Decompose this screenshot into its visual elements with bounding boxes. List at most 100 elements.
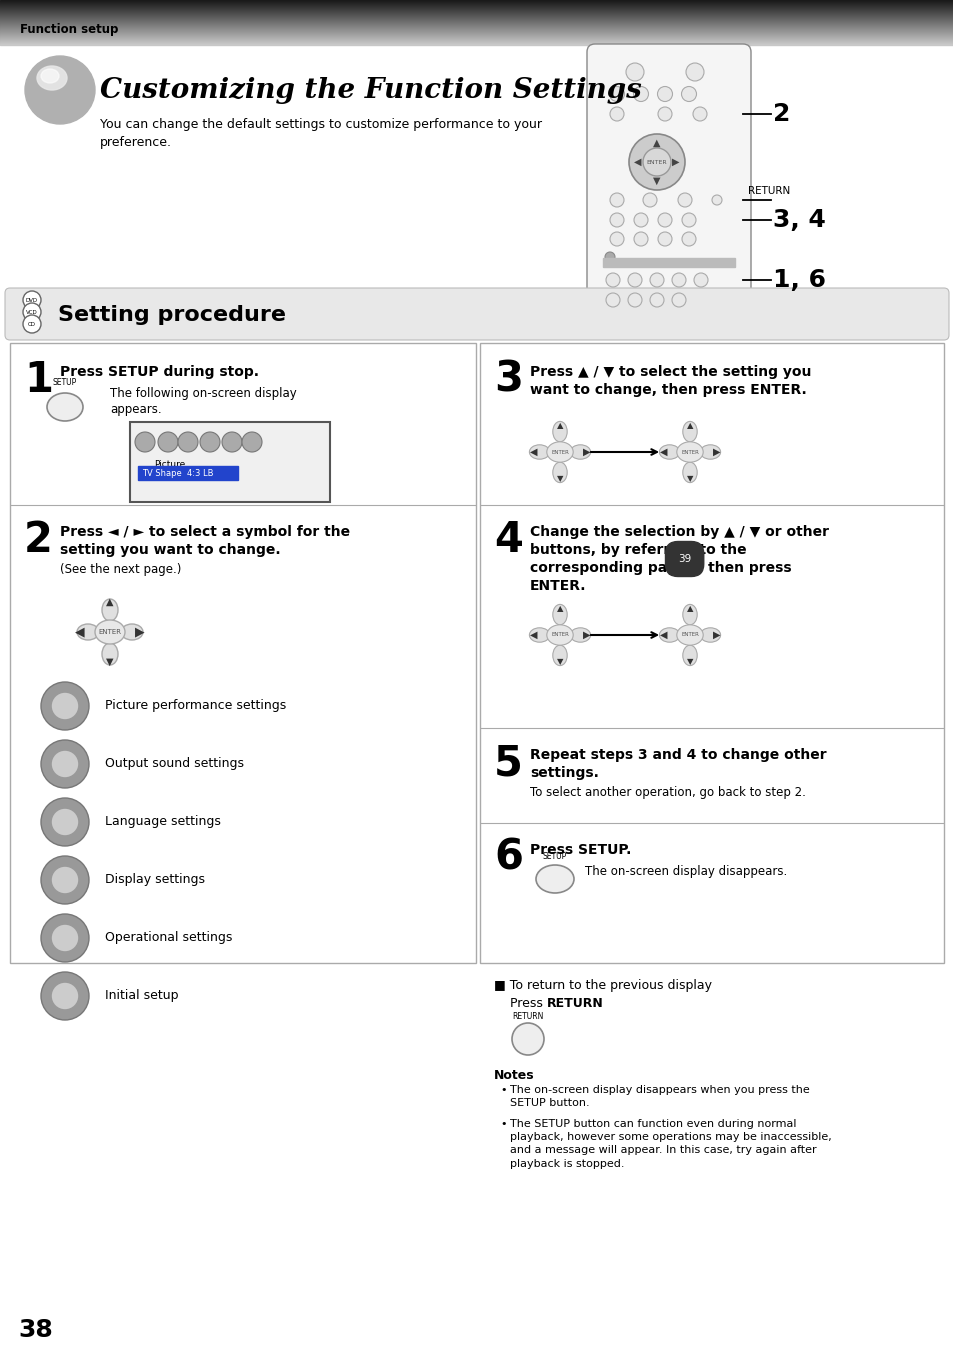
Circle shape: [628, 133, 684, 190]
Text: setting you want to change.: setting you want to change.: [60, 543, 280, 557]
Text: RETURN: RETURN: [546, 998, 603, 1010]
Text: ◀: ◀: [529, 630, 537, 640]
Text: Press ▲ / ▼ to select the setting you: Press ▲ / ▼ to select the setting you: [530, 365, 810, 379]
Circle shape: [627, 293, 641, 307]
Circle shape: [671, 274, 685, 287]
Circle shape: [41, 972, 89, 1020]
Text: corresponding pages: corresponding pages: [530, 561, 699, 576]
Text: 4: 4: [494, 519, 522, 561]
Ellipse shape: [102, 599, 118, 621]
Text: ▼: ▼: [557, 656, 562, 666]
Text: ◀: ◀: [659, 630, 667, 640]
Circle shape: [51, 983, 78, 1010]
Circle shape: [51, 693, 78, 720]
Circle shape: [627, 274, 641, 287]
Text: ▶: ▶: [712, 448, 720, 457]
Ellipse shape: [102, 643, 118, 665]
Text: RETURN: RETURN: [747, 186, 789, 195]
Circle shape: [41, 856, 89, 905]
Text: 1, 6: 1, 6: [772, 268, 825, 293]
Circle shape: [222, 431, 242, 452]
Ellipse shape: [659, 445, 679, 460]
Circle shape: [41, 914, 89, 962]
Circle shape: [41, 740, 89, 789]
Ellipse shape: [552, 422, 567, 442]
Circle shape: [604, 252, 615, 262]
Bar: [130, 422, 330, 501]
Text: The following on-screen display: The following on-screen display: [110, 387, 296, 400]
Circle shape: [605, 293, 619, 307]
Text: buttons, by referring to the: buttons, by referring to the: [530, 543, 746, 557]
Text: The SETUP button can function even during normal
playback, however some operatio: The SETUP button can function even durin…: [510, 1119, 831, 1169]
Ellipse shape: [37, 66, 67, 90]
Bar: [479, 342, 943, 962]
Circle shape: [242, 431, 262, 452]
Circle shape: [642, 193, 657, 208]
Text: 2: 2: [772, 102, 789, 125]
Circle shape: [692, 106, 706, 121]
Circle shape: [649, 274, 663, 287]
Circle shape: [51, 809, 78, 836]
Text: ENTER: ENTER: [680, 632, 699, 638]
Circle shape: [658, 213, 671, 226]
Text: Output sound settings: Output sound settings: [105, 758, 244, 771]
Text: want to change, then press ENTER.: want to change, then press ENTER.: [530, 383, 806, 398]
Ellipse shape: [41, 69, 59, 84]
Text: SETUP: SETUP: [542, 852, 566, 861]
Text: ENTER: ENTER: [551, 449, 568, 454]
Bar: [10, 342, 476, 962]
Text: 6: 6: [494, 837, 522, 879]
Text: 1: 1: [24, 359, 53, 400]
Text: Press SETUP during stop.: Press SETUP during stop.: [60, 365, 258, 379]
Ellipse shape: [682, 422, 697, 442]
Circle shape: [158, 431, 178, 452]
Text: Function setup: Function setup: [20, 23, 118, 36]
Ellipse shape: [536, 865, 574, 892]
Circle shape: [693, 274, 707, 287]
Circle shape: [609, 106, 623, 121]
Circle shape: [51, 925, 78, 952]
Circle shape: [605, 274, 619, 287]
Circle shape: [135, 431, 154, 452]
Text: ENTER: ENTER: [551, 632, 568, 638]
FancyBboxPatch shape: [586, 44, 750, 301]
Text: Repeat steps 3 and 4 to change other: Repeat steps 3 and 4 to change other: [530, 748, 825, 762]
Text: ◀: ◀: [529, 448, 537, 457]
Circle shape: [609, 232, 623, 245]
Text: 38: 38: [18, 1318, 52, 1343]
Text: Press: Press: [510, 998, 546, 1010]
Ellipse shape: [25, 57, 95, 124]
Text: DVD: DVD: [26, 298, 38, 302]
Circle shape: [658, 232, 671, 245]
Ellipse shape: [682, 646, 697, 666]
Text: ▼: ▼: [686, 656, 693, 666]
Ellipse shape: [546, 442, 573, 462]
Text: (See the next page.): (See the next page.): [60, 563, 181, 576]
Ellipse shape: [676, 442, 702, 462]
Circle shape: [657, 86, 672, 101]
Ellipse shape: [700, 628, 720, 642]
Ellipse shape: [47, 394, 83, 421]
Circle shape: [51, 751, 78, 778]
Text: ▲: ▲: [557, 604, 562, 613]
Text: ■ To return to the previous display: ■ To return to the previous display: [494, 979, 711, 992]
Text: ▶: ▶: [582, 448, 590, 457]
Text: Picture performance settings: Picture performance settings: [105, 700, 286, 713]
Text: ◀: ◀: [659, 448, 667, 457]
Text: •: •: [499, 1119, 506, 1130]
Text: Press ◄ / ► to select a symbol for the: Press ◄ / ► to select a symbol for the: [60, 524, 350, 539]
Text: The on-screen display disappears when you press the
SETUP button.: The on-screen display disappears when yo…: [510, 1085, 809, 1108]
Circle shape: [200, 431, 220, 452]
Circle shape: [642, 148, 670, 177]
Text: ▲: ▲: [557, 421, 562, 430]
Text: 39: 39: [678, 554, 691, 563]
Ellipse shape: [552, 646, 567, 666]
Text: Notes: Notes: [494, 1069, 534, 1082]
Text: ▶: ▶: [582, 630, 590, 640]
FancyBboxPatch shape: [5, 288, 948, 340]
Ellipse shape: [552, 462, 567, 483]
Ellipse shape: [676, 625, 702, 646]
Text: TV Shape  4:3 LB: TV Shape 4:3 LB: [142, 469, 213, 479]
Text: Customizing the Function Settings: Customizing the Function Settings: [100, 77, 641, 105]
Text: 2: 2: [24, 519, 52, 561]
